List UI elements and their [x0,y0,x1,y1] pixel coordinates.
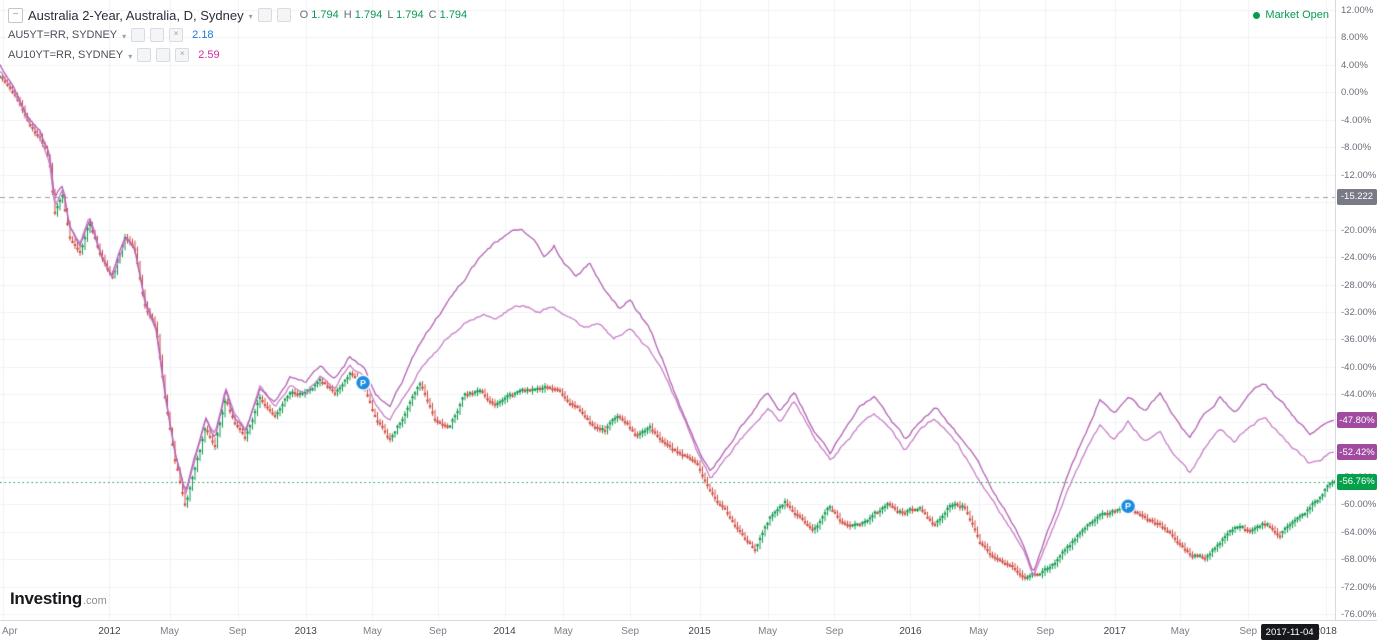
ohlc-readout: O 1.794 H 1.794 L 1.794 C 1.794 [300,9,468,21]
price-badge: -47.80% [1337,412,1377,429]
compare-value: 2.18 [192,29,214,41]
y-axis-label: -76.00% [1341,609,1377,620]
x-axis-label: Sep [825,626,844,637]
x-axis-label: Sep [428,626,447,637]
visibility-icon[interactable] [137,48,152,62]
open-pair: O 1.794 [299,9,339,21]
x-axis-label: 2014 [493,626,516,637]
y-axis-label: -32.00% [1341,307,1377,318]
close-icon[interactable]: × [175,48,190,62]
y-axis-label: 4.00% [1341,59,1368,71]
compare-row-au10yt: AU10YT=RR, SYDNEY ▾ × 2.59 [8,45,467,65]
compare-symbol-label[interactable]: AU5YT=RR, SYDNEY [8,29,118,41]
market-status-label: Market Open [1265,9,1329,21]
x-axis-label: 2018 [1314,626,1337,637]
price-badge: -15.222 [1337,188,1377,205]
settings-icon[interactable] [156,48,171,62]
x-axis-label: Sep [621,626,640,637]
settings-icon[interactable] [150,28,165,42]
chevron-down-icon[interactable]: ▾ [248,11,253,21]
x-axis-label: Sep [1239,626,1258,637]
compare-row-au5yt: AU5YT=RR, SYDNEY ▾ × 2.18 [8,25,467,45]
y-axis-label: -68.00% [1341,554,1377,566]
settings-icon[interactable] [276,8,291,22]
y-axis-label: -24.00% [1341,252,1377,264]
symbol-title[interactable]: Australia 2-Year, Australia, D, Sydney [28,7,244,23]
x-axis-label: May [553,626,573,637]
y-axis-label: 0.00% [1341,87,1368,99]
y-axis-label: -40.00% [1341,361,1377,373]
compare-symbol-label[interactable]: AU10YT=RR, SYDNEY [8,49,124,61]
logo-brand: Investing [10,589,82,608]
visibility-icon[interactable] [257,8,272,22]
compare-value: 2.59 [198,49,220,61]
chevron-down-icon[interactable]: ▾ [128,51,133,61]
price-badge: -52.42% [1337,444,1377,461]
x-axis-label: Sep [228,626,247,637]
close-pair: C 1.794 [428,9,468,21]
visibility-icon[interactable] [131,28,146,42]
price-badge: -56.76% [1337,473,1377,490]
investing-logo[interactable]: Investing .com [10,589,107,609]
x-axis-label: 2017 [1103,626,1126,637]
y-axis-label: -20.00% [1341,224,1377,236]
x-axis-label: May [1170,626,1190,637]
logo-suffix: .com [82,595,107,607]
chevron-down-icon[interactable]: ▾ [122,31,127,41]
y-axis-label: -36.00% [1341,334,1377,346]
collapse-icon[interactable]: − [8,7,23,23]
market-status: Market Open [1253,9,1329,21]
legend: − Australia 2-Year, Australia, D, Sydney… [8,5,467,65]
close-icon[interactable]: × [169,28,184,42]
date-badge: 2017-11-04 [1260,624,1319,640]
price-axis[interactable]: 12.00% 8.00% 4.00% 0.00% -4.00% -8.00% -12.00%… [1335,0,1377,620]
market-open-dot-icon [1253,11,1261,19]
x-axis-label: Apr [2,626,18,637]
y-axis-label: 8.00% [1341,32,1368,44]
chart-pane[interactable] [0,0,1335,620]
x-axis-label: 2015 [688,626,711,637]
x-axis-label: 2012 [98,626,121,637]
x-axis-label: 2016 [899,626,922,637]
x-axis-label: May [758,626,778,637]
y-axis-label: -12.00% [1341,169,1377,181]
y-axis-label: -28.00% [1341,279,1377,291]
time-axis[interactable]: Apr 2012 May Sep 2013 May Sep 2014 May Sep 2015 May… [0,620,1377,644]
y-axis-label: -72.00% [1341,581,1377,593]
x-axis-label: May [363,626,382,637]
main-symbol-row: − Australia 2-Year, Australia, D, Sydney… [8,5,467,25]
x-axis-label: 2013 [294,626,317,637]
low-pair: L 1.794 [387,9,424,21]
x-axis-label: Sep [1036,626,1055,637]
high-pair: H 1.794 [343,9,383,21]
x-axis-label: May [160,626,179,637]
y-axis-label: -64.00% [1341,526,1377,538]
y-axis-label: -8.00% [1341,142,1372,154]
y-axis-label: -44.00% [1341,389,1377,401]
y-axis-label: 12.00% [1341,5,1374,16]
x-axis-label: May [969,626,988,637]
y-axis-label: -60.00% [1341,499,1377,511]
y-axis-label: -4.00% [1341,114,1372,126]
